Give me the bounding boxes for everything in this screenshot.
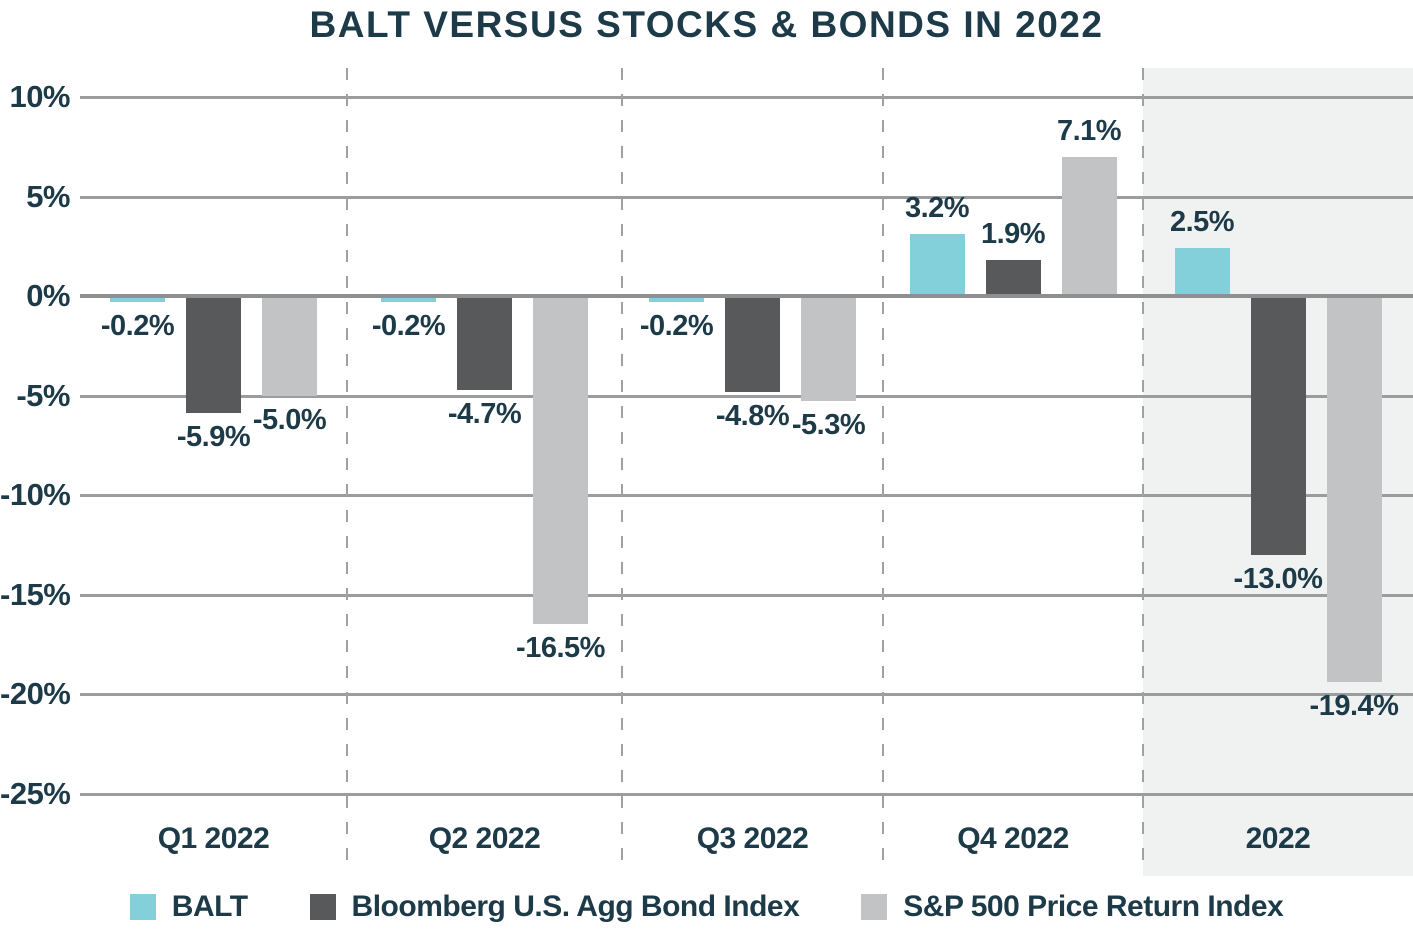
value-label-sp500-q1-2022: -5.0% — [252, 403, 327, 436]
x-category-label: Q4 2022 — [957, 822, 1069, 855]
value-label-agg-bond-q4-2022: 1.9% — [980, 218, 1046, 251]
bar-agg-bond-2022 — [1250, 296, 1306, 555]
value-label-balt-q1-2022: -0.2% — [100, 310, 175, 342]
value-label-sp500-2022: -19.4% — [1309, 690, 1399, 723]
y-tick-label: 10% — [9, 79, 70, 114]
legend-label-balt: BALT — [171, 890, 248, 923]
gridline-25pct — [80, 792, 1413, 796]
x-category-label: Q3 2022 — [696, 822, 809, 855]
category-separator — [346, 68, 348, 872]
zero-gridline — [80, 294, 1413, 298]
legend-label-sp500: S&P 500 Price Return Index — [903, 890, 1284, 923]
legend-label-agg-bond: Bloomberg U.S. Agg Bond Index — [351, 890, 800, 923]
x-category-label: 2022 — [1245, 822, 1311, 855]
bar-balt-q1-2022 — [110, 296, 165, 302]
value-label-balt-q2-2022: -0.2% — [371, 310, 446, 342]
gridline-10pct — [80, 494, 1413, 497]
y-tick-label: -15% — [0, 576, 71, 612]
bar-sp500-2022 — [1326, 296, 1382, 683]
category-separator — [1142, 68, 1144, 872]
y-tick-label: 0% — [26, 278, 70, 313]
gridline-10pct — [80, 96, 1413, 99]
x-category-label: Q1 2022 — [157, 822, 270, 855]
bar-balt-q4-2022 — [909, 234, 965, 298]
value-label-sp500-q3-2022: -5.3% — [791, 409, 866, 442]
bar-sp500-q1-2022 — [262, 296, 317, 396]
bar-agg-bond-q1-2022 — [186, 296, 241, 414]
y-tick-label: -5% — [16, 377, 70, 413]
gridline-5pct — [80, 394, 1413, 398]
gridline-15pct — [80, 593, 1413, 597]
legend: BALT Bloomberg U.S. Agg Bond Index S&P 500… — [0, 884, 1413, 930]
bar-agg-bond-q2-2022 — [457, 296, 512, 390]
bar-sp500-q3-2022 — [801, 296, 856, 402]
category-separator — [882, 68, 884, 872]
y-tick-label: -10% — [0, 477, 71, 512]
bar-agg-bond-q4-2022 — [985, 260, 1041, 298]
value-label-agg-bond-2022: -13.0% — [1233, 562, 1323, 595]
gridline-5pct — [80, 195, 1413, 199]
bar-balt-q3-2022 — [649, 296, 704, 302]
value-label-agg-bond-q1-2022: -5.9% — [176, 421, 251, 454]
y-tick-label: -20% — [0, 676, 71, 711]
category-separator — [621, 68, 623, 872]
legend-item-agg-bond: Bloomberg U.S. Agg Bond Index — [309, 890, 800, 924]
bar-balt-q2-2022 — [381, 296, 436, 302]
value-label-sp500-q4-2022: 7.1% — [1056, 114, 1122, 147]
legend-swatch-agg-bond — [309, 894, 336, 920]
y-tick-label: -25% — [0, 775, 71, 811]
value-label-agg-bond-q3-2022: -4.8% — [715, 399, 790, 432]
legend-item-balt: BALT — [129, 890, 248, 924]
bar-sp500-q4-2022 — [1061, 156, 1117, 298]
bar-balt-2022 — [1174, 248, 1230, 298]
bar-agg-bond-q3-2022 — [725, 296, 780, 392]
x-category-label: Q2 2022 — [428, 822, 541, 855]
value-label-agg-bond-q2-2022: -4.7% — [447, 397, 522, 430]
gridline-20pct — [80, 693, 1413, 696]
legend-swatch-sp500 — [861, 894, 888, 920]
legend-item-sp500: S&P 500 Price Return Index — [861, 890, 1284, 924]
value-label-balt-q4-2022: 3.2% — [904, 192, 970, 225]
chart-title: BALT VERSUS STOCKS & BONDS IN 2022 — [309, 4, 1104, 45]
legend-swatch-balt — [129, 894, 156, 920]
y-tick-label: 5% — [26, 178, 70, 214]
bar-sp500-q2-2022 — [533, 296, 588, 625]
value-label-balt-2022: 2.5% — [1169, 206, 1235, 239]
value-label-balt-q3-2022: -0.2% — [639, 310, 714, 342]
value-label-sp500-q2-2022: -16.5% — [516, 632, 605, 665]
